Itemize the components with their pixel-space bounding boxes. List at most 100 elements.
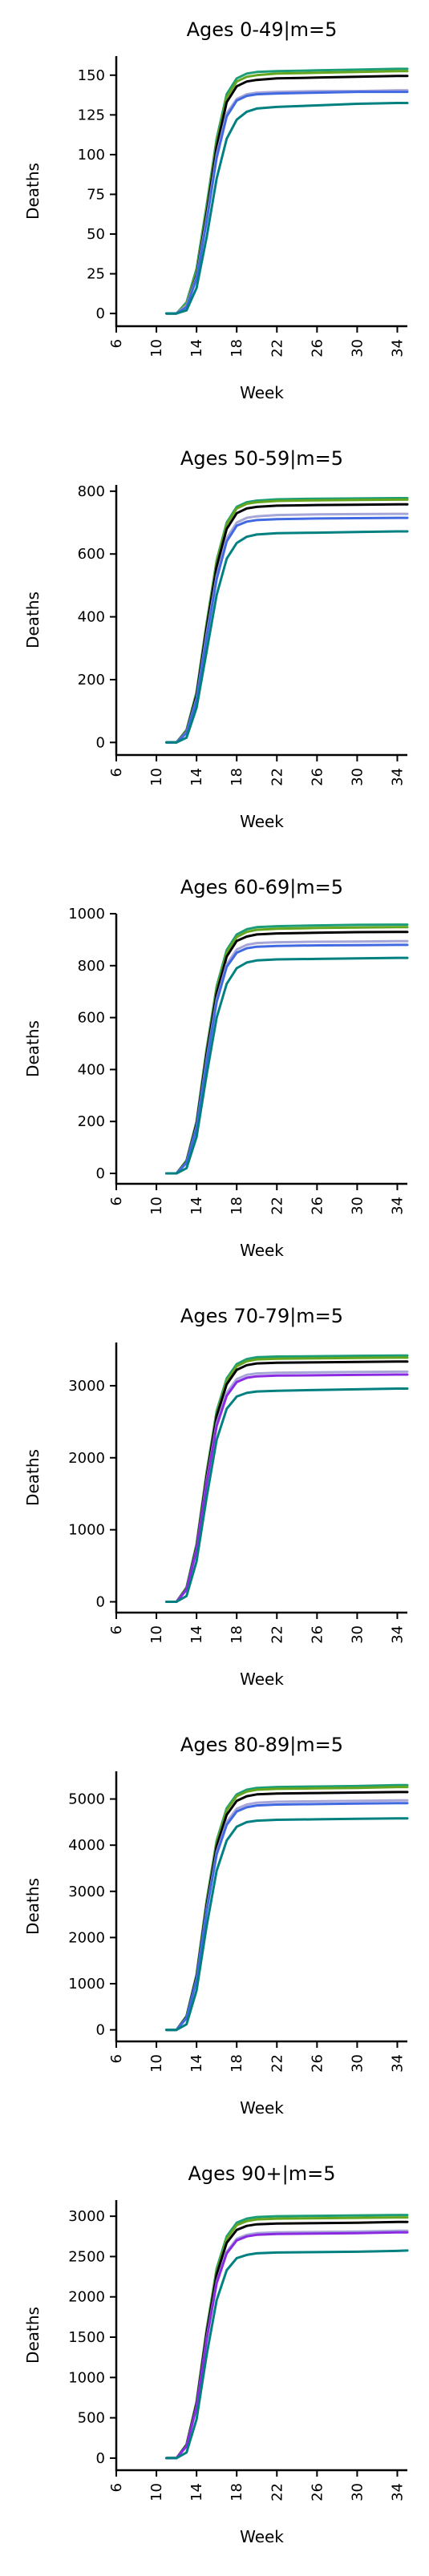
y-tick-label: 2000 (68, 1450, 105, 1467)
y-tick-label: 1000 (68, 1976, 105, 1993)
x-axis-label: Week (240, 1241, 284, 1260)
axes-spines (115, 1343, 407, 1614)
x-tick-label: 10 (148, 768, 165, 786)
x-tick-label: 26 (309, 768, 326, 786)
series-line-1 (165, 926, 409, 1175)
series-line-5 (165, 1817, 409, 2032)
x-tick-label: 34 (389, 1197, 406, 1215)
x-tick-label: 6 (108, 1197, 125, 1205)
series-line-0 (165, 497, 409, 744)
axes-spines (115, 2200, 407, 2472)
y-tick-label: 2000 (68, 1929, 105, 1946)
series-line-4 (165, 2231, 409, 2460)
series-line-1 (165, 1786, 409, 2032)
series-line-4 (165, 1802, 409, 2032)
series-line-0 (165, 1354, 409, 1603)
x-tick-label: 14 (188, 339, 205, 357)
x-tick-label: 30 (349, 339, 366, 357)
series-line-4 (165, 943, 409, 1175)
chart-panel-5: Ages 90+|m=5 0 500 1000 1500 2000 2500 3000 6 10 1… (23, 2162, 409, 2546)
series-line-5 (165, 2249, 409, 2460)
y-tick-label: 800 (78, 483, 105, 500)
y-tick-label: 75 (87, 186, 105, 203)
y-tick-label: 600 (78, 546, 105, 563)
x-tick-label: 14 (188, 1625, 205, 1644)
series-line-5 (165, 956, 409, 1175)
y-tick-label: 2000 (68, 2289, 105, 2306)
x-tick-label: 22 (269, 1197, 285, 1215)
x-tick-label: 18 (229, 2054, 245, 2073)
series-line-2 (165, 931, 409, 1175)
y-tick-label: 1500 (68, 2329, 105, 2346)
y-tick-label: 800 (78, 958, 105, 975)
axes-spines (115, 1771, 407, 2043)
y-axis-label: Deaths (23, 163, 42, 220)
axes-spines (115, 914, 407, 1185)
x-tick-label: 22 (269, 339, 285, 357)
chart-title: Ages 80-89|m=5 (180, 1734, 343, 1756)
x-tick-label: 10 (148, 1625, 165, 1644)
y-tick-label: 600 (78, 1010, 105, 1027)
x-axis-label: Week (240, 2527, 284, 2546)
y-tick-label: 125 (78, 107, 105, 123)
chart-title: Ages 50-59|m=5 (180, 447, 343, 470)
series-line-3 (165, 1370, 409, 1603)
x-tick-label: 34 (389, 339, 406, 357)
y-tick-label: 0 (96, 305, 105, 322)
chart-panel-2: Ages 60-69|m=5 0 200 400 600 800 1000 6 10 14 18 22… (23, 876, 409, 1260)
series-line-3 (165, 2229, 409, 2460)
chart-panel-3: Ages 70-79|m=5 0 1000 2000 3000 6 10 14 18 22 26 30… (23, 1305, 409, 1689)
x-tick-label: 22 (269, 2054, 285, 2073)
series-line-3 (165, 939, 409, 1175)
chart-title: Ages 0-49|m=5 (187, 18, 338, 41)
series-line-5 (165, 1387, 409, 1603)
x-tick-label: 18 (229, 1197, 245, 1215)
series-line-2 (165, 503, 409, 744)
x-tick-label: 22 (269, 1625, 285, 1644)
y-tick-label: 5000 (68, 1791, 105, 1808)
x-axis-label: Week (240, 1670, 284, 1689)
x-tick-label: 34 (389, 768, 406, 786)
y-tick-label: 0 (96, 2022, 105, 2039)
y-tick-label: 200 (78, 672, 105, 688)
y-tick-label: 50 (87, 226, 105, 243)
x-tick-label: 18 (229, 768, 245, 786)
x-tick-label: 6 (108, 339, 125, 348)
series-line-3 (165, 512, 409, 744)
series-line-1 (165, 1356, 409, 1603)
y-tick-label: 0 (96, 734, 105, 751)
y-tick-label: 2500 (68, 2248, 105, 2265)
x-axis-label: Week (240, 383, 284, 402)
x-tick-label: 26 (309, 2054, 326, 2073)
y-axis-label: Deaths (23, 1878, 42, 1935)
series-line-5 (165, 102, 409, 315)
series-line-1 (165, 498, 409, 744)
x-tick-label: 26 (309, 1197, 326, 1215)
y-axis-label: Deaths (23, 2307, 42, 2364)
y-tick-label: 3000 (68, 2208, 105, 2225)
x-tick-label: 22 (269, 768, 285, 786)
x-tick-label: 30 (349, 1197, 366, 1215)
y-tick-label: 400 (78, 1061, 105, 1078)
x-tick-label: 6 (108, 1625, 125, 1634)
series-line-4 (165, 91, 409, 315)
series-line-0 (165, 923, 409, 1175)
x-tick-label: 30 (349, 1625, 366, 1644)
x-tick-label: 26 (309, 1625, 326, 1644)
x-axis-label: Week (240, 812, 284, 831)
x-tick-label: 26 (309, 339, 326, 357)
y-tick-label: 0 (96, 1594, 105, 1611)
x-tick-label: 34 (389, 2483, 406, 2501)
chart-panel-1: Ages 50-59|m=5 0 200 400 600 800 6 10 14 18 22 26 30… (23, 447, 409, 831)
chart-title: Ages 90+|m=5 (188, 2162, 335, 2185)
y-tick-label: 25 (87, 266, 105, 283)
x-tick-label: 18 (229, 339, 245, 357)
x-tick-label: 6 (108, 768, 125, 777)
series-line-3 (165, 89, 409, 315)
y-tick-label: 0 (96, 1165, 105, 1182)
x-tick-label: 30 (349, 2483, 366, 2501)
y-tick-label: 500 (78, 2410, 105, 2427)
y-tick-label: 3000 (68, 1884, 105, 1900)
chart-panel-0: Ages 0-49|m=5 0 25 50 75 100 125 150 6 10 14 18 22 26… (23, 18, 409, 402)
y-tick-label: 150 (78, 67, 105, 84)
